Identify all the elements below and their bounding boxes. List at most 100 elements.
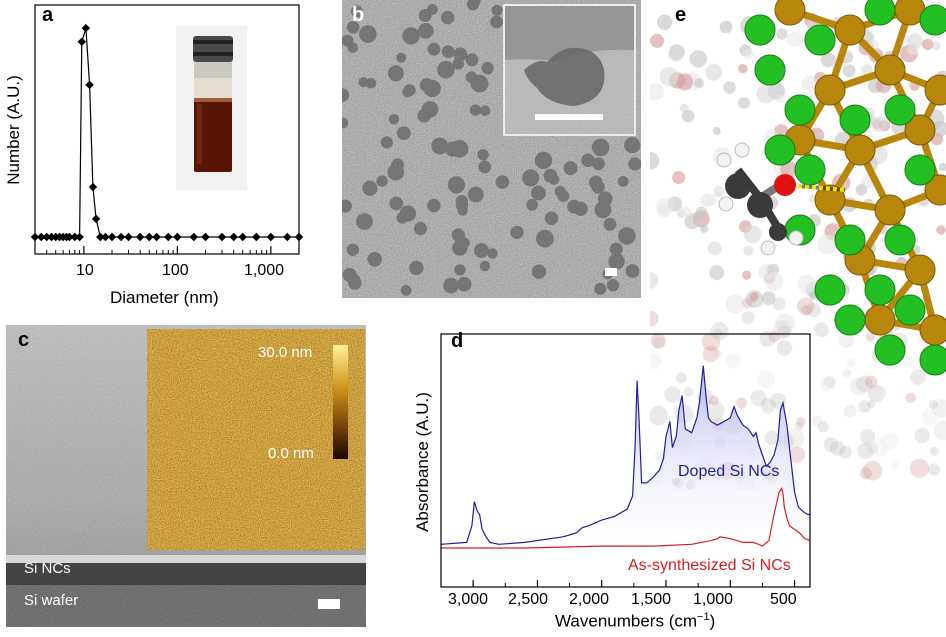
background-atom [668, 46, 684, 62]
background-atom [641, 152, 660, 170]
background-atom [801, 305, 812, 316]
background-atom [856, 375, 873, 393]
nanocrystal [531, 264, 547, 279]
nanocrystal [437, 60, 455, 79]
silicon-atom [814, 184, 846, 216]
nanocrystal [396, 212, 408, 224]
background-atom [704, 400, 725, 421]
nanocrystal [402, 27, 420, 45]
background-atom [860, 429, 876, 445]
nanocrystal [396, 126, 411, 140]
series-doped [440, 365, 810, 545]
chlorine-atom [919, 4, 946, 36]
legend-as-synthesized: As-synthesized Si NCs [628, 557, 791, 574]
background-atom [709, 265, 725, 281]
background-atom [867, 399, 876, 409]
data-point [75, 232, 84, 242]
panel-d-xtick-1000: 1,000 [693, 591, 734, 608]
nanocrystal [531, 185, 546, 201]
chlorine-atom [754, 54, 786, 86]
background-atom [921, 38, 934, 51]
panel-letter-a: a [42, 4, 54, 26]
chlorine-atom [744, 14, 776, 46]
panel-a-chart [30, 4, 304, 255]
nanocrystal [388, 114, 400, 125]
background-atom [680, 206, 691, 217]
panel-a-xtick-10: 10 [76, 262, 94, 279]
nanocrystal [456, 276, 472, 292]
chlorine-atom [904, 154, 936, 186]
chlorine-atom [784, 94, 816, 126]
afm-scale-max: 30.0 nm [258, 344, 313, 361]
nanocrystal [526, 198, 538, 211]
nanocrystal [510, 225, 524, 239]
panel-a: a Number (A.U.) 10 100 1,000 Diameter (n… [0, 0, 320, 315]
nanocrystal [608, 253, 625, 270]
background-atom [864, 375, 878, 388]
panel-a-xlabel: Diameter (nm) [110, 288, 219, 307]
nanocrystal [427, 198, 441, 213]
data-point [164, 232, 173, 242]
data-point [135, 232, 145, 242]
background-atom [702, 345, 719, 363]
tem-image [335, 0, 642, 298]
background-atom [817, 421, 829, 433]
background-atom [842, 368, 852, 378]
silicon-atom [924, 74, 946, 106]
background-atom [858, 400, 871, 413]
nanocrystal [490, 15, 503, 29]
nanocrystal [479, 105, 491, 116]
nanocrystal [591, 138, 610, 157]
background-atom [750, 389, 767, 407]
nanocrystal [452, 58, 465, 70]
background-atom [838, 333, 854, 348]
panel-d-xtick-3000: 3,000 [448, 591, 489, 608]
background-atom [931, 41, 941, 51]
background-atom [905, 392, 917, 404]
background-atom [761, 291, 776, 306]
data-point [217, 232, 227, 242]
data-point [37, 232, 46, 242]
panel-c: c 30.0 nm 0.0 nm Si NCs Si wafer [6, 325, 366, 627]
hrtem-inset [503, 4, 636, 136]
nanocrystal [450, 139, 469, 158]
panel-letter-d: d [451, 330, 464, 352]
nanocrystal [346, 243, 359, 256]
background-atom [650, 333, 666, 349]
background-atom [645, 353, 662, 370]
background-atom [843, 404, 857, 418]
nanocrystal [554, 186, 566, 198]
background-atom [846, 357, 856, 368]
hydrogen-bond-dash [797, 184, 846, 192]
nanocrystal [362, 180, 378, 196]
data-point [266, 232, 276, 242]
background-atom [736, 397, 748, 409]
background-atom [801, 75, 818, 91]
data-point [107, 232, 117, 242]
silicon-atom [904, 254, 936, 286]
data-point [229, 232, 238, 242]
background-atom [701, 332, 721, 352]
nanocrystal [413, 221, 428, 236]
chlorine-atom [794, 154, 826, 186]
nanocrystal [409, 260, 424, 276]
background-atom [936, 225, 946, 235]
doped-fill-area [441, 365, 810, 548]
chlorine-atom [804, 24, 836, 56]
background-atom [938, 162, 946, 172]
chlorine-atom [894, 294, 926, 326]
background-atom [903, 355, 916, 368]
panel-d-xlabel-main: Wavenumbers (cm [555, 611, 698, 631]
background-atom [928, 463, 940, 476]
background-atom [820, 52, 836, 68]
background-atom [684, 213, 701, 230]
background-atom [794, 421, 804, 431]
nanocrystal [359, 25, 377, 43]
afm-inset [147, 329, 365, 550]
nanocrystal [606, 279, 620, 292]
background-atom [857, 442, 874, 459]
background-atom [764, 272, 784, 292]
background-atom [830, 440, 846, 456]
chlorine-atom [884, 94, 916, 126]
data-point [85, 80, 94, 90]
